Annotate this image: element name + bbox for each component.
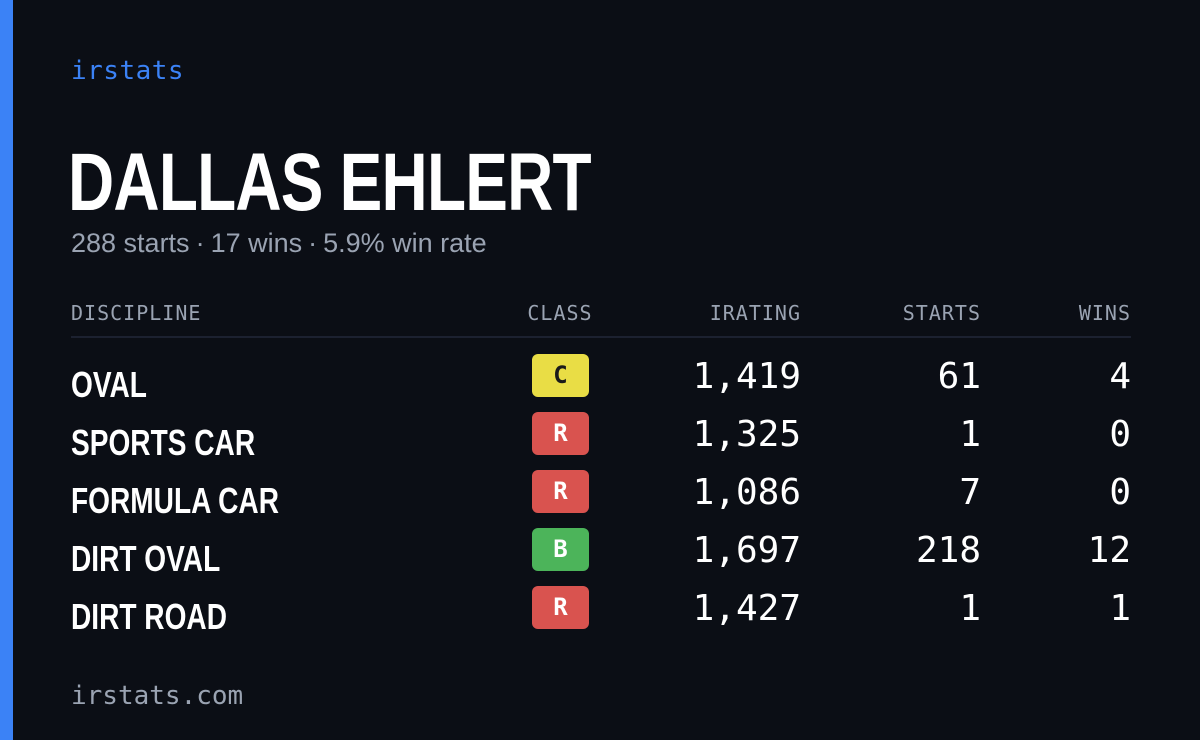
starts-value: 7: [959, 472, 981, 513]
driver-name: DALLAS EHLERT: [68, 137, 592, 228]
summary-line: 288 starts · 17 wins · 5.9% win rate: [71, 228, 487, 259]
summary-starts: 288 starts: [71, 228, 190, 258]
wins-value: 0: [1109, 472, 1131, 513]
brand-logo[interactable]: irstats: [71, 56, 185, 86]
class-badge: R: [532, 412, 589, 455]
table-row: FORMULA CAR R 1,086 7 0: [71, 470, 1131, 528]
accent-bar: [0, 0, 13, 740]
wins-value: 0: [1109, 414, 1131, 455]
discipline-name: SPORTS CAR: [71, 422, 256, 463]
class-badge: B: [532, 528, 589, 571]
irating-value: 1,325: [692, 414, 801, 455]
header-class: CLASS: [527, 301, 593, 325]
class-badge: R: [532, 586, 589, 629]
irating-value: 1,427: [692, 588, 801, 629]
header-discipline: DISCIPLINE: [71, 301, 202, 325]
discipline-name: DIRT OVAL: [71, 538, 221, 579]
table-body: OVAL C 1,419 61 4 SPORTS CAR R 1,325 1 0…: [71, 354, 1131, 644]
starts-value: 218: [915, 530, 981, 571]
summary-win-rate: 5.9% win rate: [323, 228, 487, 258]
header-irating: IRATING: [709, 301, 801, 325]
footer-url[interactable]: irstats.com: [71, 681, 244, 711]
table-row: DIRT ROAD R 1,427 1 1: [71, 586, 1131, 644]
header-starts: STARTS: [902, 301, 981, 325]
header-wins: WINS: [1078, 301, 1131, 325]
class-badge: C: [532, 354, 589, 397]
irating-value: 1,697: [692, 530, 801, 571]
starts-value: 1: [959, 588, 981, 629]
discipline-name: FORMULA CAR: [71, 480, 279, 521]
irating-value: 1,086: [692, 472, 801, 513]
wins-value: 4: [1109, 356, 1131, 397]
irating-value: 1,419: [692, 356, 801, 397]
discipline-table: DISCIPLINE CLASS IRATING STARTS WINS OVA…: [71, 296, 1131, 644]
wins-value: 12: [1087, 530, 1131, 571]
table-row: OVAL C 1,419 61 4: [71, 354, 1131, 412]
discipline-name: DIRT ROAD: [71, 596, 227, 637]
table-header: DISCIPLINE CLASS IRATING STARTS WINS: [71, 296, 1131, 338]
wins-value: 1: [1109, 588, 1131, 629]
summary-separator: ·: [308, 228, 318, 258]
starts-value: 1: [959, 414, 981, 455]
table-row: DIRT OVAL B 1,697 218 12: [71, 528, 1131, 586]
discipline-name: OVAL: [71, 364, 147, 405]
summary-separator: ·: [195, 228, 205, 258]
summary-wins: 17 wins: [210, 228, 303, 258]
starts-value: 61: [937, 356, 981, 397]
class-badge: R: [532, 470, 589, 513]
table-row: SPORTS CAR R 1,325 1 0: [71, 412, 1131, 470]
